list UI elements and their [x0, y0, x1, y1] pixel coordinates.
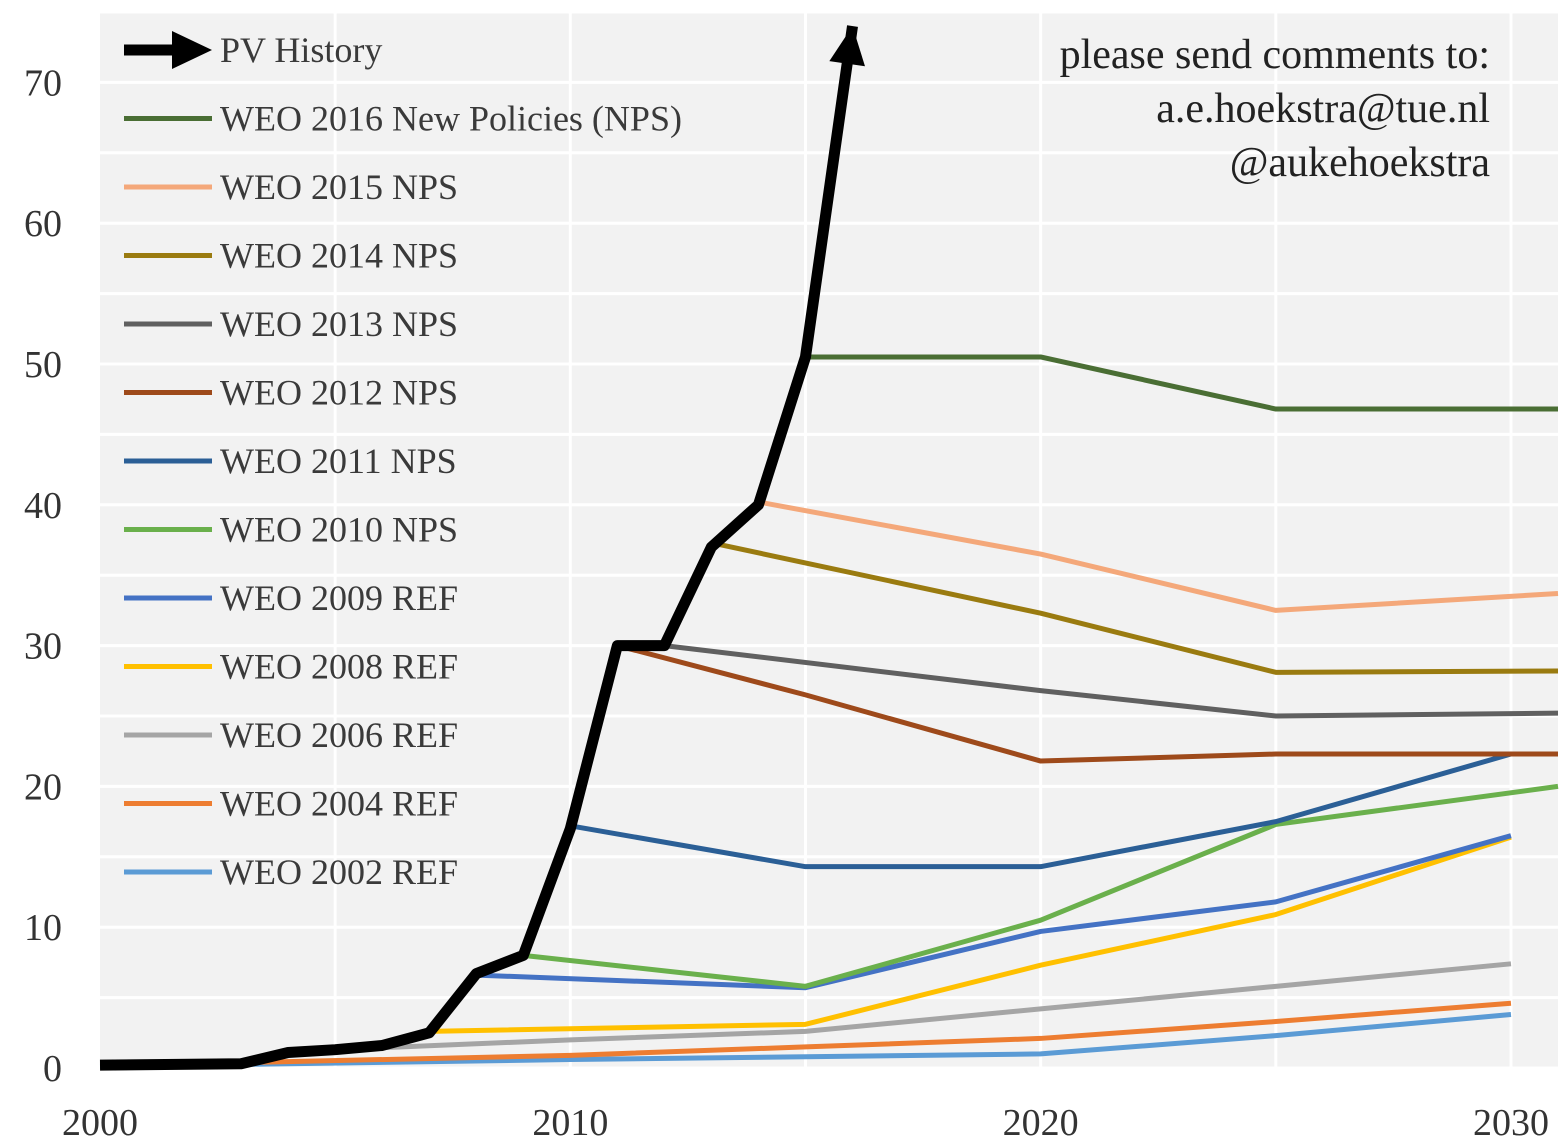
series-line-weo-2012-nps [616, 643, 1558, 764]
legend-label-weo-2004-ref: WEO 2004 REF [220, 784, 458, 824]
y-tick-label: 20 [24, 766, 62, 808]
legend-label-pv-history: PV History [220, 30, 382, 70]
comments-annotation: please send comments to: a.e.hoekstra@tu… [1060, 32, 1491, 186]
legend-label-weo-2015-nps: WEO 2015 NPS [220, 167, 458, 207]
series-line-pv-history [99, 25, 858, 1071]
legend-label-weo-2012-nps: WEO 2012 NPS [220, 373, 458, 413]
legend-label-weo-2002-ref: WEO 2002 REF [220, 852, 458, 892]
legend-label-weo-2008-ref: WEO 2008 REF [220, 647, 458, 687]
annotation-line-1: please send comments to: [1060, 32, 1490, 78]
legend-label-weo-2006-ref: WEO 2006 REF [220, 715, 458, 755]
series-line-weo-2015-nps [757, 499, 1559, 613]
legend-label-weo-2016-new-policies-nps: WEO 2016 New Policies (NPS) [220, 99, 682, 139]
series-line-weo-2014-nps [710, 540, 1559, 675]
y-axis: 0 10 20 30 40 50 60 70 [24, 62, 62, 1090]
legend-label-weo-2009-ref: WEO 2009 REF [220, 578, 458, 618]
x-tick-label: 2010 [532, 1102, 608, 1142]
y-tick-label: 70 [24, 62, 62, 104]
legend: PV History WEO 2016 New Policies (NPS) WEO… [124, 30, 682, 892]
legend-label-weo-2011-nps: WEO 2011 NPS [220, 441, 457, 481]
y-tick-label: 10 [24, 907, 62, 949]
series-line-weo-2010-nps [523, 783, 1559, 989]
y-tick-label: 0 [43, 1048, 62, 1090]
x-tick-label: 2000 [62, 1102, 138, 1142]
annotation-line-2: a.e.hoekstra@tue.nl [1156, 86, 1490, 132]
series-line-weo-2013-nps [664, 643, 1559, 719]
legend-arrow-icon [172, 31, 212, 69]
y-tick-label: 60 [24, 203, 62, 245]
legend-label-weo-2010-nps: WEO 2010 NPS [220, 510, 458, 550]
legend-label-weo-2014-nps: WEO 2014 NPS [220, 236, 458, 276]
x-tick-label: 2020 [1003, 1102, 1079, 1142]
series-lines [99, 25, 1559, 1071]
gridlines [100, 10, 1558, 1070]
series-line-weo-2008-ref [429, 834, 1512, 1034]
series-line-weo-2006-ref [335, 961, 1512, 1053]
x-axis: 2000 2010 2020 2030 [62, 1102, 1549, 1142]
series-line-weo-2016-new-policies-nps [805, 354, 1558, 412]
series-line-weo-2004-ref [194, 1000, 1512, 1067]
series-line-weo-2009-ref [476, 833, 1512, 991]
y-tick-label: 50 [24, 344, 62, 386]
y-tick-label: 30 [24, 626, 62, 668]
pv-history-arrowhead [829, 26, 865, 67]
x-tick-label: 2030 [1473, 1102, 1549, 1142]
y-tick-label: 40 [24, 485, 62, 527]
annotation-line-3: @aukehoekstra [1230, 140, 1491, 186]
series-line-weo-2002-ref [99, 1012, 1512, 1070]
legend-label-weo-2013-nps: WEO 2013 NPS [220, 304, 458, 344]
